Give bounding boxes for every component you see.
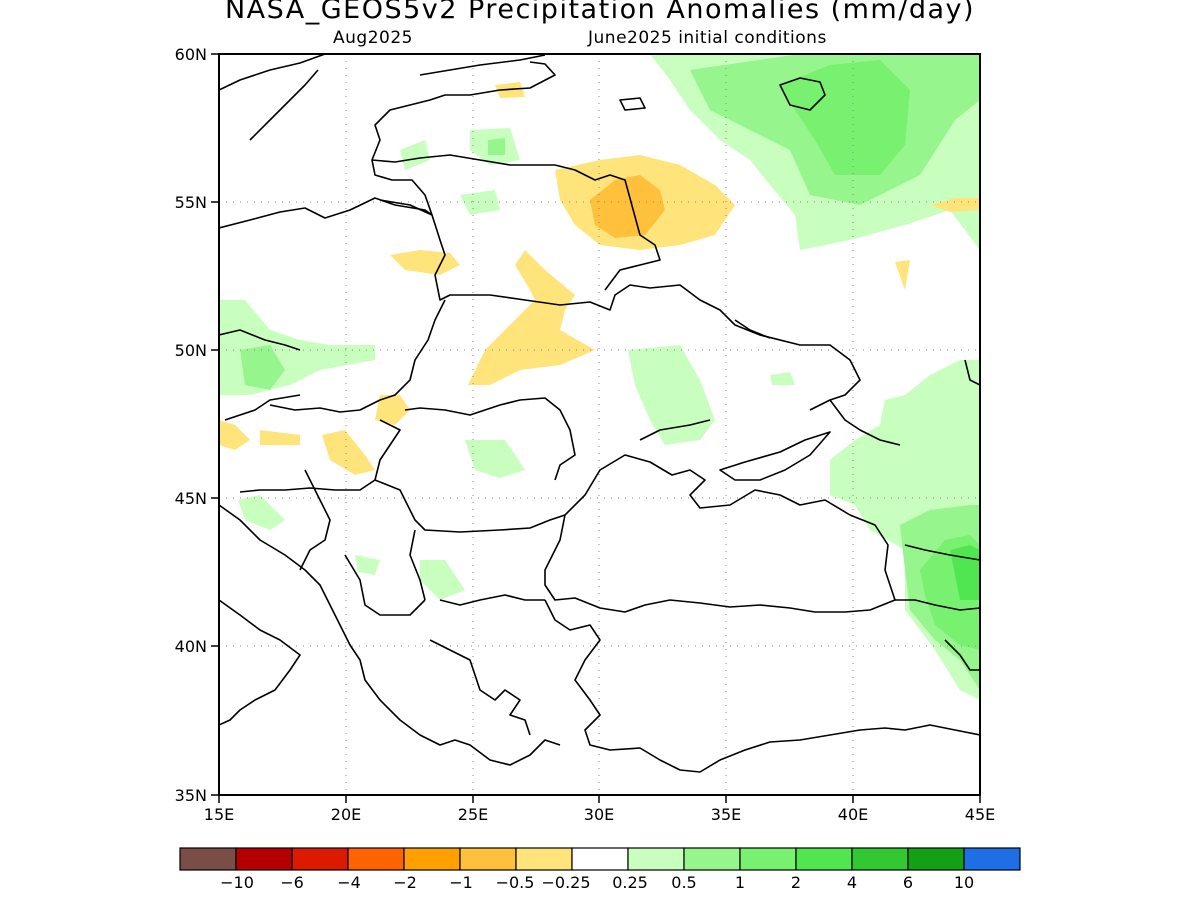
lon-label: 25E	[458, 805, 488, 824]
colorbar-swatch	[571, 847, 629, 871]
turkey-coast	[544, 599, 980, 773]
axis-ticks	[211, 53, 981, 803]
colorbar-swatch	[739, 847, 797, 871]
colorbar-swatch	[235, 847, 293, 871]
colorbar-tick-label: 0.25	[612, 873, 648, 892]
forecast-month: Aug2025	[333, 28, 413, 48]
colorbar-tick-label: −2	[393, 873, 417, 892]
initial-conditions-label: June2025 initial conditions	[588, 28, 827, 48]
negative-anomaly-belarus-core	[590, 175, 665, 238]
colorbar-swatch	[907, 847, 965, 871]
lat-label: 45N	[175, 489, 207, 508]
colorbar-swatch	[795, 847, 853, 871]
lat-label: 40N	[175, 637, 207, 656]
longitude-labels: 15E 20E 25E 30E 35E 40E 45E	[204, 805, 995, 824]
map-title: NASA_GEOS5v2 Precipitation Anomalies (mm…	[224, 0, 976, 25]
anomaly-shading	[219, 54, 980, 700]
adriatic-coast	[219, 504, 561, 766]
lon-label: 30E	[584, 805, 614, 824]
lat-label: 60N	[175, 45, 207, 64]
colorbar-swatch	[963, 847, 1021, 871]
colorbar-tick-label: 6	[903, 873, 913, 892]
latitude-labels: 60N 55N 50N 45N 40N 35N	[175, 45, 207, 805]
colorbar-swatch	[683, 847, 741, 871]
colorbar	[179, 847, 1021, 871]
positive-anomaly-central-europe	[219, 300, 375, 395]
colorbar-swatch	[515, 847, 573, 871]
colorbar-tick-label: 0.5	[671, 873, 696, 892]
lon-label: 20E	[331, 805, 361, 824]
baltic-coast	[219, 61, 556, 229]
coastlines-and-borders	[219, 54, 980, 773]
positive-anomaly-ukraine	[628, 345, 715, 445]
colorbar-swatch	[627, 847, 685, 871]
colorbar-swatch	[459, 847, 517, 871]
negative-anomaly-poland	[468, 250, 595, 385]
colorbar-tick-label: 1	[735, 873, 745, 892]
colorbar-tick-label: 4	[847, 873, 857, 892]
colorbar-swatch	[851, 847, 909, 871]
colorbar-tick-label: 10	[954, 873, 974, 892]
lon-label: 15E	[204, 805, 234, 824]
colorbar-tick-label: 2	[791, 873, 801, 892]
colorbar-tick-label: −10	[220, 873, 254, 892]
colorbar-swatch	[291, 847, 349, 871]
lat-label: 35N	[175, 786, 207, 805]
colorbar-tick-label: −1	[449, 873, 473, 892]
black-sea-coast	[544, 454, 896, 613]
colorbar-tick-label: −0.5	[496, 873, 535, 892]
colorbar-tick-label: −4	[337, 873, 361, 892]
colorbar-tick-label: −6	[280, 873, 304, 892]
colorbar-swatch	[403, 847, 461, 871]
colorbar-swatch	[347, 847, 405, 871]
graticule	[219, 54, 980, 795]
colorbar-tick-label: −0.25	[541, 873, 590, 892]
positive-anomaly-northeast-strong	[780, 60, 910, 175]
colorbar-labels: −10 −6 −4 −2 −1 −0.5 −0.25 0.25 0.5 1 2 …	[220, 873, 974, 892]
azov-coast	[719, 431, 831, 481]
lon-label: 40E	[838, 805, 868, 824]
lat-label: 55N	[175, 193, 207, 212]
colorbar-swatch	[179, 847, 237, 871]
lon-label: 45E	[965, 805, 995, 824]
lon-label: 35E	[711, 805, 741, 824]
lat-label: 50N	[175, 341, 207, 360]
